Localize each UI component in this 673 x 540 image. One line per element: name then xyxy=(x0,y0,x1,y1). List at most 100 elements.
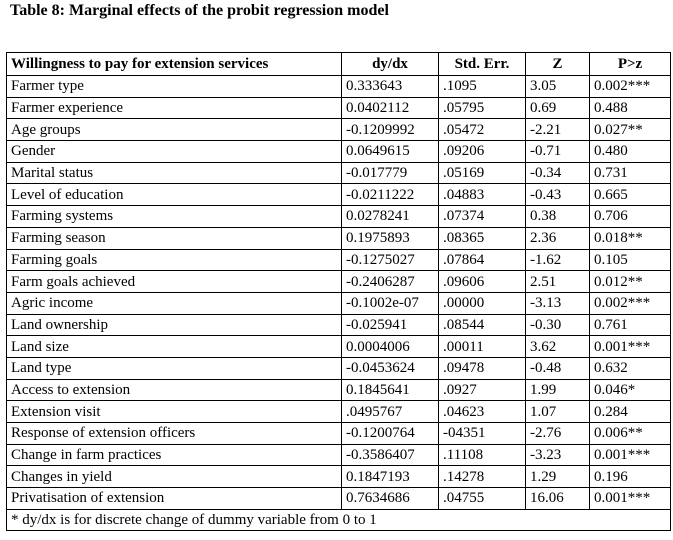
cell-p-value: 0.001*** xyxy=(589,443,671,467)
cell-dydx: -0.0211222 xyxy=(341,183,439,207)
cell-std-err: .0927 xyxy=(438,378,526,402)
marginal-effects-table: Willingness to pay for extension service… xyxy=(6,52,671,532)
header-row: Willingness to pay for extension service… xyxy=(6,52,671,76)
cell-z: 0.69 xyxy=(525,96,590,120)
table-row: Change in farm practices -0.3586407.11108… xyxy=(6,443,671,467)
cell-z: 3.05 xyxy=(525,75,590,98)
cell-z: -3.23 xyxy=(525,443,590,467)
cell-variable: Changes in yield xyxy=(6,465,342,489)
cell-z: -2.21 xyxy=(525,118,590,142)
cell-variable: Change in farm practices xyxy=(6,443,342,467)
table-row: Farm goals achieved -0.2406287.09606 2.51 0… xyxy=(6,270,671,293)
cell-variable: Agric income xyxy=(6,291,342,315)
cell-p-value: 0.002*** xyxy=(589,75,671,98)
footnote: * dy/dx is for discrete change of dummy … xyxy=(6,508,671,532)
cell-std-err: .08365 xyxy=(438,226,526,250)
cell-dydx: -0.1209992 xyxy=(341,118,439,142)
cell-z: 3.62 xyxy=(525,335,590,358)
cell-p-value: 0.196 xyxy=(589,465,671,489)
cell-variable: Land ownership xyxy=(6,313,342,337)
cell-p-value: 0.046* xyxy=(589,378,671,402)
cell-z: 16.06 xyxy=(525,487,590,510)
cell-z: 0.38 xyxy=(525,205,590,228)
cell-z: 1.29 xyxy=(525,465,590,489)
cell-variable: Farming season xyxy=(6,226,342,250)
cell-p-value: 0.027** xyxy=(589,118,671,142)
table-row: Farming season 0.1975893.08365 2.36 0.018** xyxy=(6,226,671,250)
cell-z: 2.51 xyxy=(525,270,590,293)
cell-variable: Response of extension officers xyxy=(6,422,342,445)
table-row: Age groups -0.1209992.05472 -2.21 0.027** xyxy=(6,118,671,142)
table-row: Changes in yield 0.1847193.14278 1.29 0.196 xyxy=(6,465,671,489)
table-row: Land size 0.0004006.00011 3.62 0.001*** xyxy=(6,335,671,358)
table-row: Level of education -0.0211222.04883 -0.43 0… xyxy=(6,183,671,207)
cell-p-value: 0.018** xyxy=(589,226,671,250)
cell-variable: Farmer experience xyxy=(6,96,342,120)
cell-p-value: 0.001*** xyxy=(589,335,671,358)
cell-variable: Extension visit xyxy=(6,400,342,423)
cell-z: -3.13 xyxy=(525,291,590,315)
table-row: Privatisation of extension 0.7634686.0475… xyxy=(6,487,671,510)
cell-p-value: 0.706 xyxy=(589,205,671,228)
cell-variable: Farming systems xyxy=(6,205,342,228)
table-row: Farming goals -0.1275027.07864 -1.62 0.105 xyxy=(6,248,671,272)
cell-p-value: 0.012** xyxy=(589,270,671,293)
cell-std-err: .00000 xyxy=(438,291,526,315)
cell-std-err: .05795 xyxy=(438,96,526,120)
cell-z: -0.48 xyxy=(525,356,590,380)
cell-dydx: -0.1275027 xyxy=(341,248,439,272)
cell-std-err: .09606 xyxy=(438,270,526,293)
cell-z: -0.34 xyxy=(525,161,590,185)
cell-dydx: .0495767 xyxy=(341,400,439,423)
cell-variable: Farming goals xyxy=(6,248,342,272)
cell-variable: Privatisation of extension xyxy=(6,487,342,510)
cell-p-value: 0.665 xyxy=(589,183,671,207)
cell-std-err: .08544 xyxy=(438,313,526,337)
cell-p-value: 0.006** xyxy=(589,422,671,445)
table-row: Response of extension officers -0.1200764… xyxy=(6,422,671,445)
cell-z: 1.99 xyxy=(525,378,590,402)
table-row: Farmer experience 0.0402112.05795 0.69 0.48… xyxy=(6,96,671,120)
cell-dydx: 0.0004006 xyxy=(341,335,439,358)
cell-std-err: .00011 xyxy=(438,335,526,358)
cell-z: -2.76 xyxy=(525,422,590,445)
cell-dydx: 0.1845641 xyxy=(341,378,439,402)
cell-dydx: 0.0649615 xyxy=(341,140,439,163)
cell-dydx: -0.0453624 xyxy=(341,356,439,380)
cell-z: -1.62 xyxy=(525,248,590,272)
table-row: Farming systems 0.0278241.07374 0.38 0.706 xyxy=(6,205,671,228)
table-row: Extension visit .0495767.04623 1.07 0.284 xyxy=(6,400,671,423)
header-std-err: Std. Err. xyxy=(438,52,526,76)
cell-dydx: -0.2406287 xyxy=(341,270,439,293)
cell-dydx: -0.025941 xyxy=(341,313,439,337)
cell-z: -0.43 xyxy=(525,183,590,207)
cell-p-value: 0.480 xyxy=(589,140,671,163)
cell-std-err: -04351 xyxy=(438,422,526,445)
cell-dydx: 0.333643 xyxy=(341,75,439,98)
cell-std-err: .14278 xyxy=(438,465,526,489)
cell-z: 1.07 xyxy=(525,400,590,423)
cell-z: 2.36 xyxy=(525,226,590,250)
cell-p-value: 0.105 xyxy=(589,248,671,272)
cell-p-value: 0.488 xyxy=(589,96,671,120)
cell-variable: Level of education xyxy=(6,183,342,207)
cell-std-err: .04755 xyxy=(438,487,526,510)
cell-dydx: -0.017779 xyxy=(341,161,439,185)
cell-z: -0.30 xyxy=(525,313,590,337)
cell-dydx: -0.3586407 xyxy=(341,443,439,467)
cell-dydx: 0.1975893 xyxy=(341,226,439,250)
header-dydx: dy/dx xyxy=(341,52,439,76)
cell-std-err: .07374 xyxy=(438,205,526,228)
cell-p-value: 0.731 xyxy=(589,161,671,185)
cell-dydx: 0.7634686 xyxy=(341,487,439,510)
cell-variable: Marital status xyxy=(6,161,342,185)
cell-p-value: 0.001*** xyxy=(589,487,671,510)
table-row: Access to extension 0.1845641.0927 1.99 0.0… xyxy=(6,378,671,402)
cell-std-err: .04883 xyxy=(438,183,526,207)
cell-std-err: .09478 xyxy=(438,356,526,380)
cell-dydx: 0.1847193 xyxy=(341,465,439,489)
table-row: Marital status -0.017779.05169 -0.34 0.731 xyxy=(6,161,671,185)
cell-variable: Gender xyxy=(6,140,342,163)
table-row: Gender 0.0649615.09206 -0.71 0.480 xyxy=(6,140,671,163)
table-row: Farmer type 0.333643.1095 3.05 0.002*** xyxy=(6,75,671,98)
